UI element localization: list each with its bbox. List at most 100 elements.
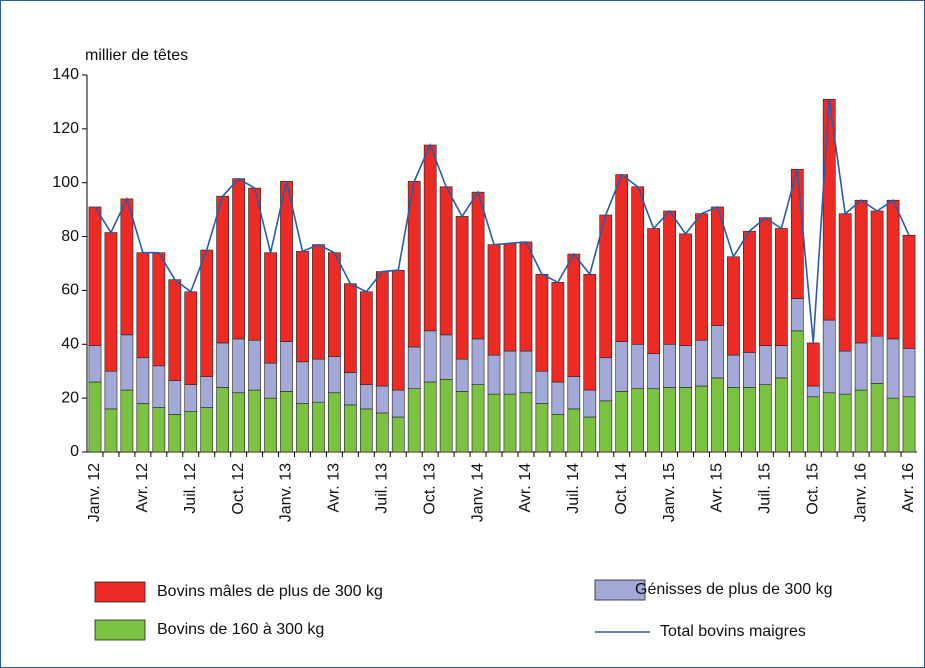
total-line [94,99,910,344]
bar-segment [583,389,597,418]
x-tick-label: Juil. 14 [565,463,582,514]
bar-segment [503,393,517,453]
x-tick-label: Janv. 13 [278,463,295,522]
bar-segment [551,381,565,415]
bar-segment [838,350,852,395]
bar-segment [343,372,357,406]
bar-segment [120,198,134,336]
y-tick-label: 100 [52,174,79,191]
bar-segment [471,191,485,340]
bar-segment [663,387,676,453]
bar-segment [599,357,613,402]
bar-segment [391,269,405,391]
bar-segment [870,335,884,384]
bar-segment [439,186,453,336]
bar-segment [359,384,373,410]
bar-segment [152,252,166,367]
bar-segment [599,214,613,359]
bar-segment [790,298,804,332]
x-tick-label: Juil. 13 [374,463,391,514]
bar-segment [152,365,166,408]
bar-segment [264,397,277,453]
bar-segment [264,252,277,364]
legend-label: Génisses de plus de 300 kg [635,581,832,598]
bar-segment [774,228,788,346]
bar-segment [854,342,868,391]
bar-segment [679,233,692,346]
x-tick-label: Avr. 12 [134,463,151,513]
bar-segment [790,330,804,453]
bar-segment [136,357,150,404]
bar-segment [758,384,772,453]
x-tick-label: Juil. 15 [757,463,774,514]
bar-segment [854,389,868,453]
bar-segment [391,416,405,453]
bar-segment [631,343,645,390]
bar-segment [455,391,469,453]
bar-segment [711,206,724,326]
bar-segment [535,273,549,372]
bar-segment [264,362,277,399]
legend-swatch [94,619,146,641]
bar-segment [184,411,198,453]
bar-segment [599,400,613,453]
bar-segment [328,392,341,453]
bar-segment [551,413,565,453]
x-tick-label: Juil. 12 [182,463,199,514]
bar-segment [886,199,900,340]
bar-segment [152,407,166,453]
bar-segment [615,391,629,453]
legend-swatch [94,581,146,603]
bar-segment [535,403,549,453]
x-tick-label: Oct. 15 [804,463,821,515]
bar-segment [248,187,261,341]
x-tick-label: Oct. 13 [421,463,438,515]
bar-segment [120,389,134,453]
bar-segment [423,381,437,453]
bar-segment [168,380,182,415]
x-tick-label: Janv. 12 [86,463,103,522]
bar-segment [200,249,214,377]
y-tick-label: 20 [61,389,79,406]
y-tick-label: 60 [61,282,79,299]
bar-segment [647,388,660,453]
bar-segment [854,199,868,344]
bar-segment [120,334,134,391]
bar-segment [407,346,421,390]
bar-segment [774,345,788,379]
bar-segment [343,404,357,453]
bar-segment [886,397,900,453]
bar-segment [695,339,708,387]
bar-segment [168,413,182,453]
y-axis-label: millier de têtes [85,47,188,64]
bar-segment [423,144,437,332]
bar-segment [296,251,309,363]
x-tick-label: Janv. 14 [469,463,486,522]
bar-segment [631,186,645,345]
bar-segment [328,252,341,357]
bar-segment [663,210,676,345]
bar-segment [375,271,389,387]
bar-segment [328,356,341,394]
x-tick-label: Janv. 15 [661,463,678,522]
bar-segment [439,334,453,380]
bar-segment [631,388,645,453]
bar-segment [503,243,517,352]
bar-segment [136,403,150,453]
bar-segment [711,325,724,379]
bar-segment [727,387,740,453]
legend-label: Bovins de 160 à 300 kg [157,621,324,638]
bar-segment [248,389,261,453]
bar-segment [280,391,293,453]
bar-segment [503,350,517,395]
bar-segment [312,401,325,453]
bar-segment [296,403,309,453]
bar-segment [679,387,692,453]
bar-segment [104,232,118,372]
bar-segment [838,213,852,352]
bar-segment [743,230,756,353]
bar-segment [519,241,533,352]
y-tick-label: 140 [52,66,79,83]
bar-segment [902,348,916,398]
bar-segment [104,408,118,453]
